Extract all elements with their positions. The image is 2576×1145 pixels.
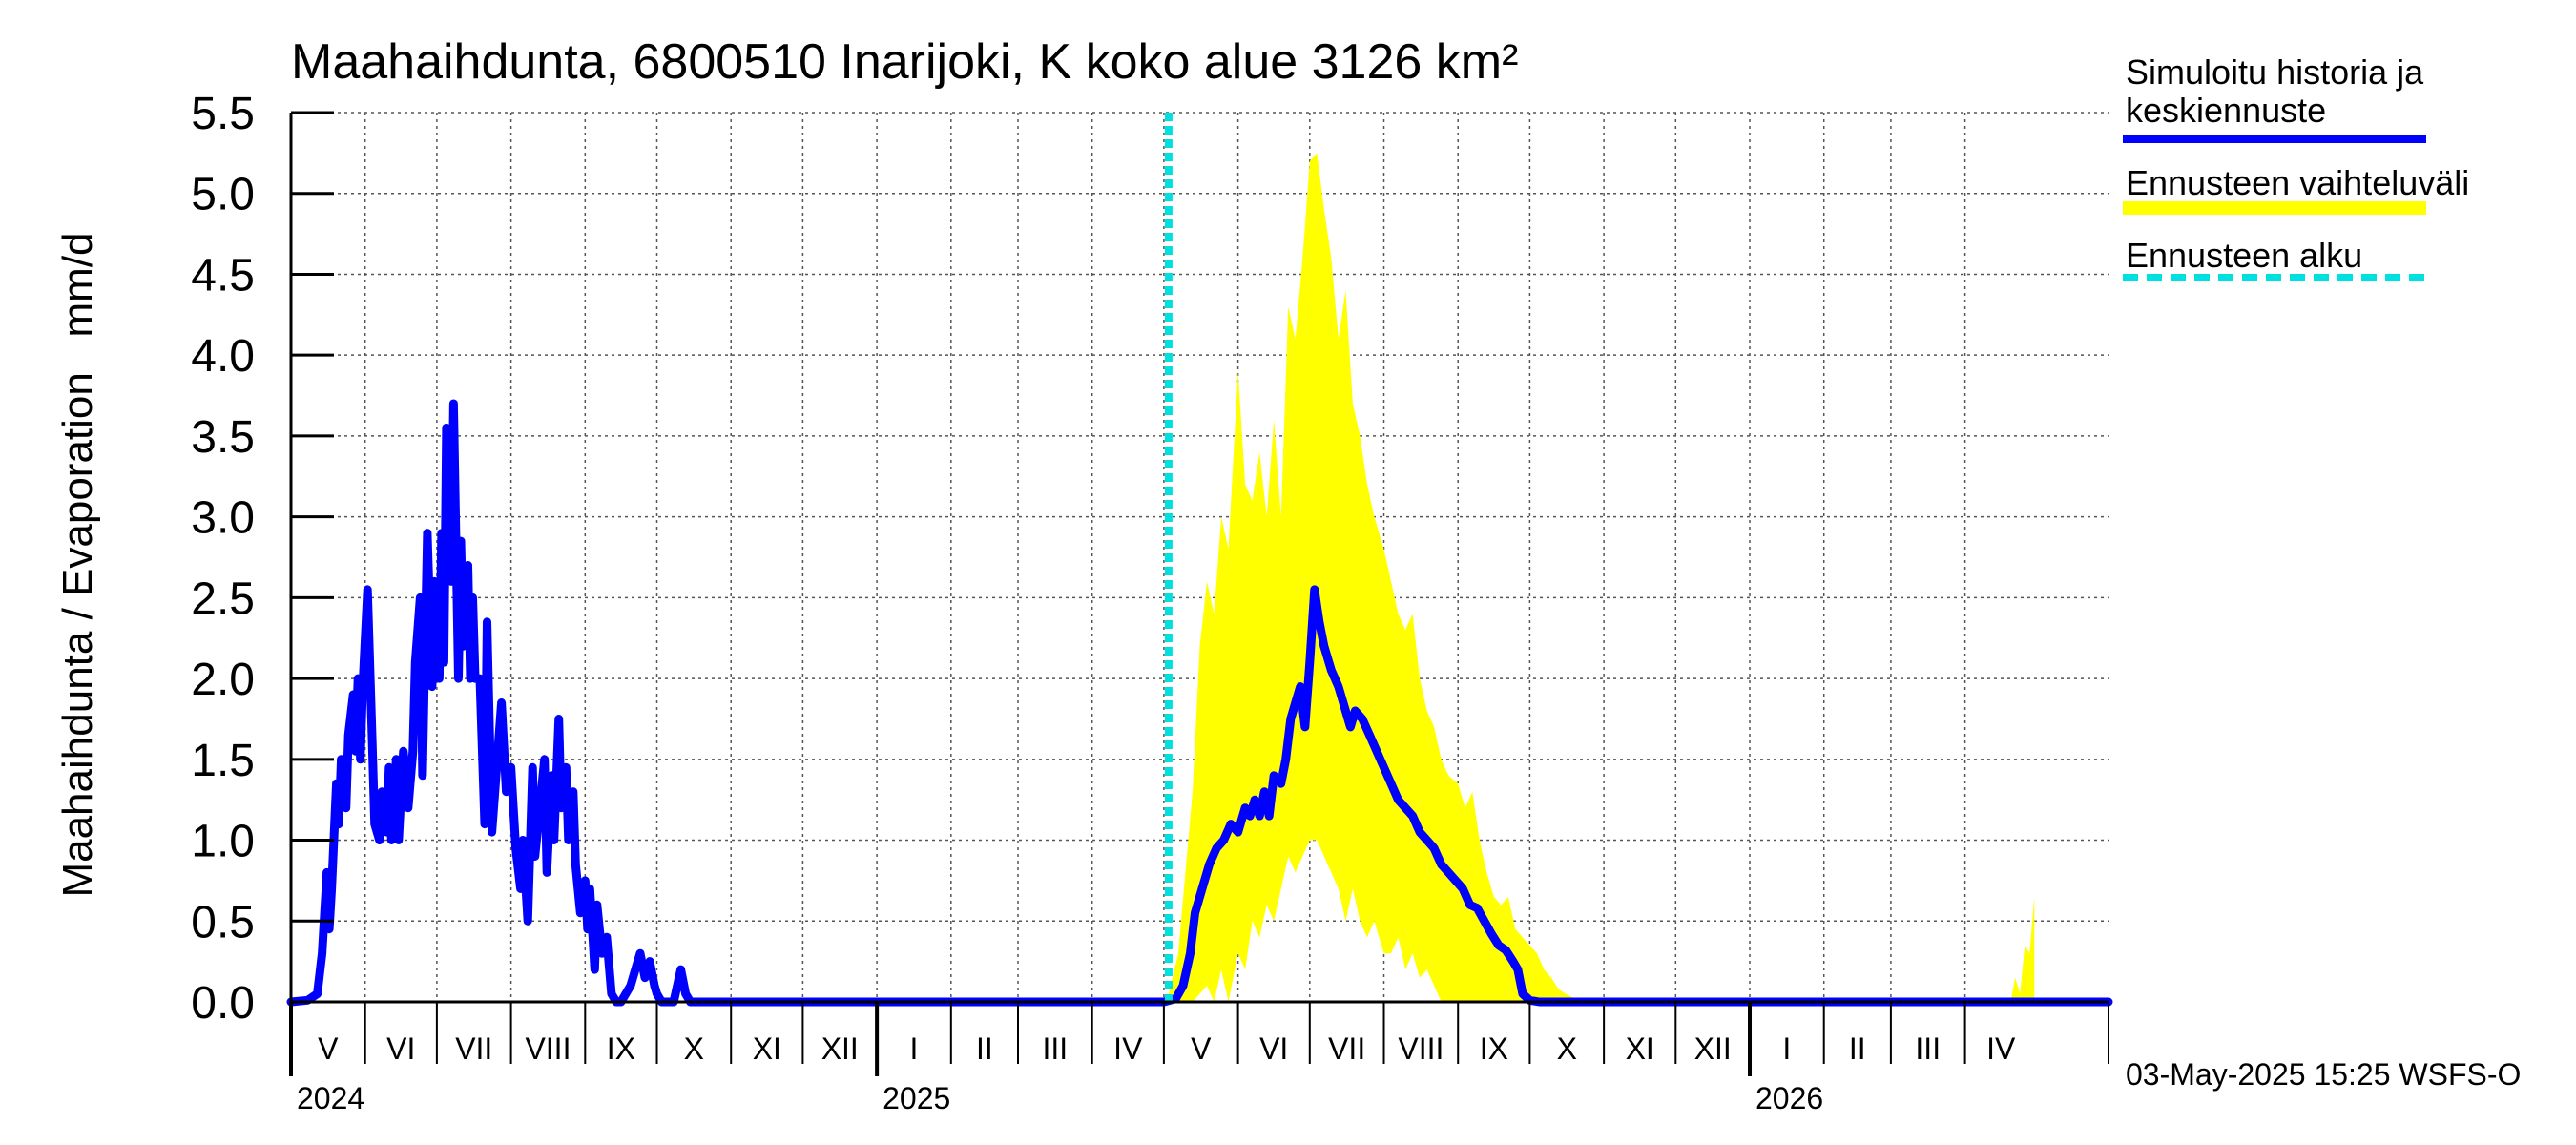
y-tick-label: 4.0	[191, 331, 255, 382]
legend-swatch	[2123, 274, 2426, 281]
series-lines	[286, 399, 2113, 1007]
month-label: III	[1043, 1031, 1069, 1066]
axes	[289, 113, 2109, 1064]
month-label: III	[1915, 1031, 1941, 1066]
forecast-range-band	[1168, 153, 2035, 1002]
month-label: XI	[1626, 1031, 1654, 1066]
month-label: II	[1849, 1031, 1866, 1066]
month-label: VI	[1259, 1031, 1288, 1066]
y-tick-label: 2.5	[191, 573, 255, 624]
legend-swatch	[2123, 201, 2426, 215]
y-tick-label: 0.5	[191, 897, 255, 947]
month-label: V	[318, 1031, 339, 1066]
y-tick-label: 5.5	[191, 89, 255, 139]
year-label: 2025	[883, 1081, 950, 1115]
legend-label: Simuloitu historia ja	[2126, 52, 2424, 92]
y-tick-label: 5.0	[191, 170, 255, 220]
month-label: VI	[386, 1031, 415, 1066]
month-label: XII	[821, 1031, 859, 1066]
legend-label: keskiennuste	[2126, 91, 2327, 130]
y-tick-label: 3.0	[191, 493, 255, 544]
y-tick-label: 1.0	[191, 817, 255, 867]
month-label: VII	[455, 1031, 492, 1066]
month-label: IV	[1113, 1031, 1143, 1066]
month-label: IV	[1986, 1031, 2016, 1066]
month-label: X	[684, 1031, 704, 1066]
month-label: I	[1782, 1031, 1791, 1066]
series-line-simulated	[286, 399, 2113, 1007]
legend-label: Ennusteen vaihteluväli	[2126, 163, 2470, 202]
year-label: 2024	[297, 1081, 364, 1115]
month-label: VIII	[525, 1031, 571, 1066]
y-axis-ticks: 0.0 0.5 1.0 1.5 2.0 2.5 3.0 3.5 4.0 4.5 5.0 5.5	[191, 89, 334, 1029]
month-label: XI	[753, 1031, 781, 1066]
month-label: I	[910, 1031, 919, 1066]
month-label: VII	[1328, 1031, 1365, 1066]
y-tick-label: 3.5	[191, 412, 255, 463]
month-label: IX	[607, 1031, 635, 1066]
legend-swatch	[2123, 135, 2426, 143]
month-label: II	[976, 1031, 993, 1066]
month-label: X	[1557, 1031, 1577, 1066]
legend-label: Ennusteen alku	[2126, 236, 2363, 275]
month-label: V	[1191, 1031, 1212, 1066]
y-tick-label: 1.5	[191, 736, 255, 786]
forecast-range-area	[1168, 153, 2035, 1002]
chart-title: Maahaihdunta, 6800510 Inarijoki, K koko …	[291, 34, 1518, 90]
month-label: XII	[1694, 1031, 1732, 1066]
month-label: VIII	[1398, 1031, 1444, 1066]
year-label: 2026	[1755, 1081, 1823, 1115]
month-label: IX	[1480, 1031, 1508, 1066]
timestamp: 03-May-2025 15:25 WSFS-O	[2126, 1057, 2522, 1092]
y-tick-label: 4.5	[191, 250, 255, 301]
y-axis-label: Maahaihdunta / Evaporation mm/d	[54, 232, 101, 897]
y-tick-label: 2.0	[191, 655, 255, 705]
x-axis-ticks: V VI VII VIII IX X XI XII I II III IV V VI VII VIII IX X X…	[289, 1002, 2016, 1115]
y-tick-label: 0.0	[191, 978, 255, 1029]
